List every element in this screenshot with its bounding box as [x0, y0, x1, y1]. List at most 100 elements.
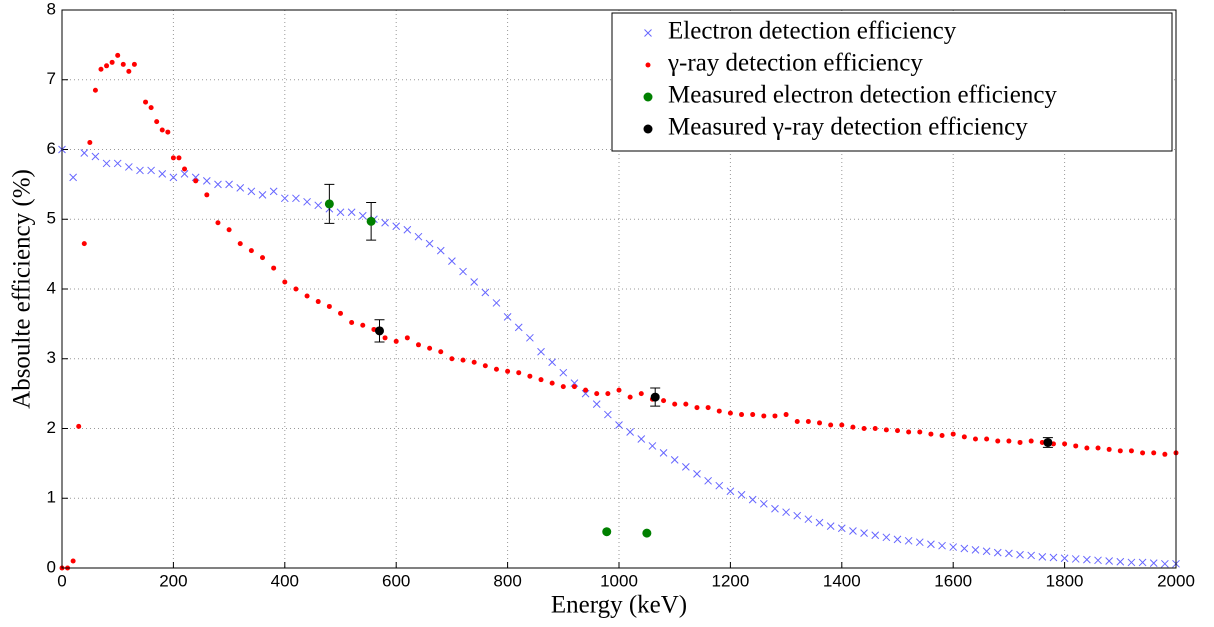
point	[124, 163, 133, 171]
point	[794, 419, 800, 425]
point	[883, 427, 889, 433]
point	[704, 476, 712, 485]
point	[737, 490, 746, 499]
point	[548, 358, 557, 367]
point	[693, 469, 701, 478]
point	[1095, 445, 1101, 451]
point	[215, 220, 221, 226]
point	[1128, 448, 1134, 454]
point	[280, 194, 289, 203]
point	[1038, 552, 1047, 561]
point	[109, 59, 115, 65]
point	[849, 527, 857, 535]
point	[492, 299, 501, 307]
point	[482, 363, 488, 369]
point	[793, 511, 802, 520]
point	[772, 413, 778, 419]
legend-label: γ-ray detection efficiency	[667, 50, 923, 77]
point	[102, 159, 111, 168]
point	[271, 265, 277, 271]
x-tick-label: 1600	[934, 571, 972, 590]
point	[248, 248, 254, 254]
point	[170, 155, 176, 161]
point	[716, 408, 722, 414]
point	[382, 335, 388, 341]
point	[258, 190, 267, 199]
point	[425, 239, 434, 248]
y-tick-label: 3	[47, 348, 56, 367]
point	[726, 487, 735, 496]
y-tick-label: 6	[47, 139, 56, 158]
point	[605, 391, 611, 397]
point	[87, 140, 93, 146]
point	[1005, 549, 1013, 558]
point	[1028, 438, 1034, 444]
point	[1049, 553, 1058, 562]
x-tick-label: 1800	[1046, 571, 1084, 590]
point	[893, 535, 902, 544]
point	[115, 52, 121, 58]
y-tick-label: 2	[47, 418, 56, 437]
x-tick-label: 600	[382, 571, 410, 590]
point	[1106, 446, 1112, 452]
point	[165, 129, 171, 135]
point	[650, 392, 660, 402]
point	[292, 194, 300, 203]
point	[120, 61, 126, 67]
marks	[58, 52, 1180, 571]
point	[176, 155, 182, 161]
point	[683, 401, 689, 407]
point	[225, 180, 233, 189]
point	[748, 495, 757, 504]
x-tick-label: 2000	[1157, 571, 1195, 590]
point	[1062, 441, 1068, 447]
point	[131, 61, 137, 67]
point	[98, 66, 104, 72]
point	[169, 173, 178, 182]
point	[438, 349, 444, 355]
point	[70, 558, 76, 564]
point	[191, 173, 200, 182]
point	[136, 166, 144, 175]
point	[148, 105, 154, 111]
point	[627, 394, 633, 400]
point	[538, 377, 544, 383]
y-tick-label: 4	[47, 278, 56, 297]
point	[659, 449, 668, 457]
point	[113, 159, 122, 168]
point	[906, 429, 912, 435]
point	[92, 87, 98, 93]
point	[1016, 550, 1024, 559]
point	[1043, 437, 1053, 447]
legend-label: Measured electron detection efficiency	[668, 82, 1057, 109]
point	[1073, 443, 1079, 449]
point	[214, 180, 222, 189]
point	[526, 333, 534, 342]
point	[993, 548, 1002, 557]
point	[960, 544, 969, 553]
point	[1083, 555, 1091, 564]
point	[1140, 450, 1146, 456]
point	[759, 499, 768, 508]
point	[661, 398, 667, 404]
point	[193, 178, 199, 184]
point	[381, 218, 389, 227]
point	[493, 366, 499, 372]
point	[904, 536, 913, 545]
y-tick-label: 0	[47, 557, 56, 576]
point	[602, 527, 612, 537]
point	[1162, 451, 1168, 457]
legend-marker	[644, 29, 652, 37]
point	[315, 299, 321, 305]
point	[393, 338, 399, 344]
point	[503, 313, 512, 321]
point	[449, 356, 455, 362]
point	[1117, 448, 1123, 454]
point	[917, 429, 923, 435]
point	[815, 518, 824, 527]
point	[324, 199, 334, 209]
point	[761, 413, 767, 419]
point	[782, 508, 790, 517]
point	[481, 288, 490, 297]
point	[366, 216, 376, 226]
